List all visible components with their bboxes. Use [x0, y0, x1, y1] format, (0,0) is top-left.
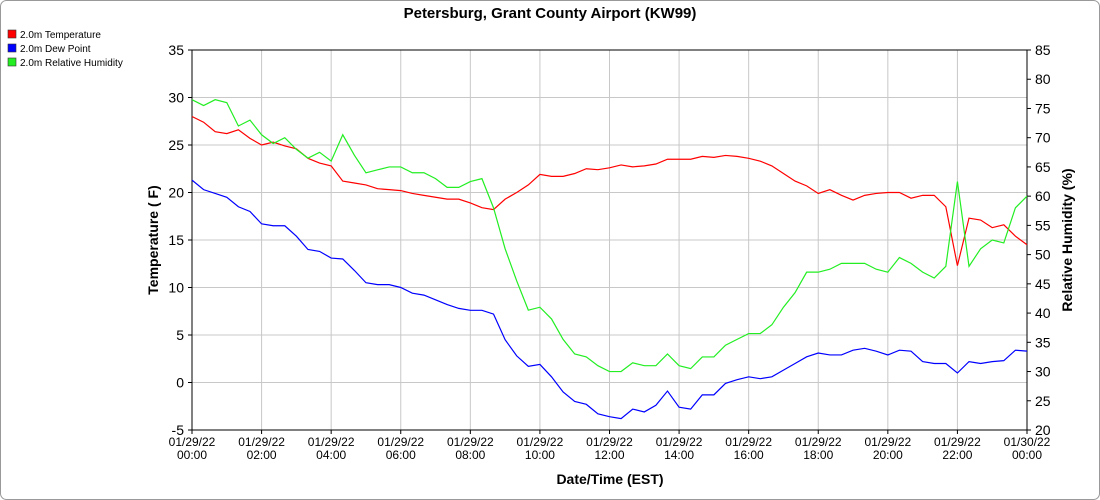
y2-tick-label: 20	[1035, 422, 1051, 438]
y2-tick-label: 45	[1035, 276, 1051, 292]
x-axis-title: Date/Time (EST)	[556, 471, 663, 487]
y-axis-title: Temperature ( F)	[145, 185, 161, 294]
legend-label: 2.0m Temperature	[20, 30, 101, 41]
x-tick-label: 01/29/22 02:00	[238, 435, 285, 462]
y2-tick-label: 75	[1035, 100, 1051, 116]
y2-axis-title: Relative Humidity (%)	[1059, 168, 1075, 311]
x-tick-label: 01/29/22 00:00	[169, 435, 216, 462]
y-tick-label: 15	[168, 232, 184, 248]
y2-tick-label: 35	[1035, 334, 1051, 350]
chart-title: Petersburg, Grant County Airport (KW99)	[404, 5, 697, 22]
y-tick-label: -5	[172, 422, 185, 438]
y-tick-label: 10	[168, 280, 184, 296]
legend-label: 2.0m Relative Humidity	[20, 58, 123, 69]
y-tick-label: 5	[176, 327, 184, 343]
series-line	[191, 179, 1028, 420]
x-tick-label: 01/29/22 12:00	[586, 435, 633, 462]
y-tick-label: 30	[168, 90, 184, 106]
y2-tick-label: 55	[1035, 217, 1051, 233]
y-tick-label: 20	[168, 185, 184, 201]
series-line	[191, 115, 1028, 266]
plot-frame	[191, 49, 1028, 431]
x-tick-label: 01/29/22 20:00	[864, 435, 911, 462]
x-tick-label: 01/30/22 00:00	[1004, 435, 1051, 462]
y-tick-label: 35	[168, 42, 184, 58]
legend-swatch	[7, 43, 17, 53]
y2-tick-label: 50	[1035, 247, 1051, 263]
x-tick-label: 01/29/22 10:00	[517, 435, 564, 462]
y2-tick-label: 70	[1035, 130, 1051, 146]
y2-tick-label: 60	[1035, 188, 1051, 204]
series-line	[191, 99, 1028, 373]
x-tick-label: 01/29/22 22:00	[934, 435, 981, 462]
y2-tick-label: 25	[1035, 393, 1051, 409]
x-tick-label: 01/29/22 06:00	[377, 435, 424, 462]
x-tick-label: 01/29/22 16:00	[725, 435, 772, 462]
legend-swatch	[7, 29, 17, 39]
y2-tick-label: 80	[1035, 71, 1051, 87]
x-tick-label: 01/29/22 04:00	[308, 435, 355, 462]
y2-tick-label: 30	[1035, 364, 1051, 380]
y2-tick-label: 85	[1035, 42, 1051, 58]
x-tick-label: 01/29/22 14:00	[656, 435, 703, 462]
x-tick-label: 01/29/22 08:00	[447, 435, 494, 462]
y2-tick-label: 40	[1035, 305, 1051, 321]
legend-swatch	[7, 57, 17, 67]
y-tick-label: 25	[168, 137, 184, 153]
y2-tick-label: 65	[1035, 159, 1051, 175]
legend-label: 2.0m Dew Point	[20, 44, 91, 55]
x-tick-label: 01/29/22 18:00	[795, 435, 842, 462]
y-tick-label: 0	[176, 375, 184, 391]
